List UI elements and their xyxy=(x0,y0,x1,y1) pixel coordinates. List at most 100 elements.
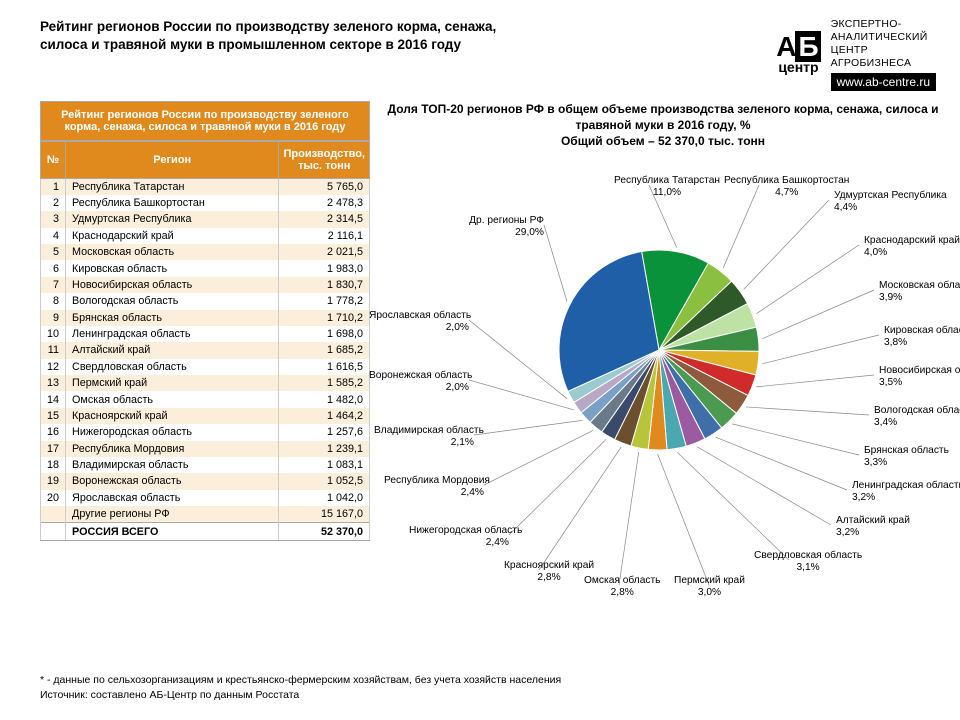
table-row: 17Республика Мордовия1 239,1 xyxy=(41,441,370,457)
pie-label: Омская область2,8% xyxy=(584,575,660,598)
table-row: 5Московская область2 021,5 xyxy=(41,244,370,260)
table-cell: Республика Мордовия xyxy=(66,441,279,457)
table-cell: 17 xyxy=(41,441,66,457)
pie-label: Свердловская область3,1% xyxy=(754,550,862,573)
table-row: 4Краснодарский край2 116,1 xyxy=(41,228,370,244)
logo-ab: АБ xyxy=(776,34,820,59)
table-cell: Вологодская область xyxy=(66,293,279,309)
pie-label: Московская область3,9% xyxy=(879,280,960,303)
table-cell: 2 116,1 xyxy=(279,228,370,244)
table-cell: Алтайский край xyxy=(66,342,279,358)
table-cell: 18 xyxy=(41,457,66,473)
pie-label: Воронежская область2,0% xyxy=(369,370,469,393)
table-cell: 1 482,0 xyxy=(279,391,370,407)
table-cell: 7 xyxy=(41,277,66,293)
pie-label: Республика Башкортостан4,7% xyxy=(724,175,849,198)
page-title: Рейтинг регионов России по производству … xyxy=(40,18,500,54)
table-cell: Воронежская область xyxy=(66,473,279,489)
table-cell: Нижегородская область xyxy=(66,424,279,440)
pie-label: Краснодарский край4,0% xyxy=(864,235,960,258)
pie-label: Брянская область3,3% xyxy=(864,445,949,468)
chart-title: Доля ТОП-20 регионов РФ в общем объеме п… xyxy=(384,101,942,133)
table-col-header: Производство, тыс. тонн xyxy=(279,141,370,178)
table-cell: 2 xyxy=(41,195,66,211)
pie-label: Красноярский край2,8% xyxy=(504,560,594,583)
pie-svg xyxy=(559,250,759,450)
table-cell: 12 xyxy=(41,359,66,375)
table-row: 9Брянская область1 710,2 xyxy=(41,310,370,326)
table-row: 3Удмуртская Республика2 314,5 xyxy=(41,211,370,227)
logo-center-text: центр xyxy=(776,59,820,75)
table-row: 18Владимирская область1 083,1 xyxy=(41,457,370,473)
table-cell: 1 042,0 xyxy=(279,490,370,506)
table-cell: Удмуртская Республика xyxy=(66,211,279,227)
table-cell: 15 167,0 xyxy=(279,506,370,523)
table-cell: 1 616,5 xyxy=(279,359,370,375)
table-cell: 52 370,0 xyxy=(279,523,370,540)
table-cell: 16 xyxy=(41,424,66,440)
table-cell: Красноярский край xyxy=(66,408,279,424)
pie-label: Удмуртская Республика4,4% xyxy=(834,190,947,213)
table-cell: Ленинградская область xyxy=(66,326,279,342)
pie-chart: Доля ТОП-20 регионов РФ в общем объеме п… xyxy=(384,101,942,616)
table-cell: Владимирская область xyxy=(66,457,279,473)
pie-label: Владимирская область2,1% xyxy=(374,425,474,448)
table-cell: Новосибирская область xyxy=(66,277,279,293)
table-cell: 3 xyxy=(41,211,66,227)
pie-label: Нижегородская область2,4% xyxy=(409,525,509,548)
table-cell: Другие регионы РФ xyxy=(66,506,279,523)
table-cell: 1 xyxy=(41,178,66,195)
table-row: 15Красноярский край1 464,2 xyxy=(41,408,370,424)
table-row: 19Воронежская область1 052,5 xyxy=(41,473,370,489)
pie-label: Ярославская область2,0% xyxy=(369,310,469,333)
table-cell: 1 052,5 xyxy=(279,473,370,489)
pie-label: Республика Татарстан11,0% xyxy=(614,175,720,198)
table-col-header: Регион xyxy=(66,141,279,178)
table-cell: РОССИЯ ВСЕГО xyxy=(66,523,279,540)
table-cell: 5 765,0 xyxy=(279,178,370,195)
table-cell: 14 xyxy=(41,391,66,407)
table-col-header: № xyxy=(41,141,66,178)
footnote-asterisk: * - данные по сельхозорганизациям и крес… xyxy=(40,673,561,689)
table-cell: 2 314,5 xyxy=(279,211,370,227)
table-row: 10Ленинградская область1 698,0 xyxy=(41,326,370,342)
table-cell: 13 xyxy=(41,375,66,391)
table-cell: 1 983,0 xyxy=(279,260,370,276)
table-cell: Краснодарский край xyxy=(66,228,279,244)
logo-subtitle: ЭКСПЕРТНО-АНАЛИТИЧЕСКИЙЦЕНТРАГРОБИЗНЕСА xyxy=(831,18,936,71)
pie-label: Ленинградская область3,2% xyxy=(852,480,960,503)
table-cell xyxy=(41,523,66,540)
table-cell: Республика Башкортостан xyxy=(66,195,279,211)
table-cell: 4 xyxy=(41,228,66,244)
table-row: Другие регионы РФ15 167,0 xyxy=(41,506,370,523)
table-cell: Пермский край xyxy=(66,375,279,391)
table-cell: Ярославская область xyxy=(66,490,279,506)
pie-label: Кировская область3,8% xyxy=(884,325,960,348)
table-cell: 1 698,0 xyxy=(279,326,370,342)
table-row: 1Республика Татарстан5 765,0 xyxy=(41,178,370,195)
logo: АБ центр ЭКСПЕРТНО-АНАЛИТИЧЕСКИЙЦЕНТРАГР… xyxy=(776,18,936,91)
table-row: 8Вологодская область1 778,2 xyxy=(41,293,370,309)
table-cell xyxy=(41,506,66,523)
table-cell: 1 464,2 xyxy=(279,408,370,424)
table-cell: 1 239,1 xyxy=(279,441,370,457)
table-cell: Омская область xyxy=(66,391,279,407)
table-row: 20Ярославская область1 042,0 xyxy=(41,490,370,506)
logo-url: www.ab-centre.ru xyxy=(831,73,936,91)
table-cell: 5 xyxy=(41,244,66,260)
table-cell: 1 778,2 xyxy=(279,293,370,309)
table-cell: 6 xyxy=(41,260,66,276)
table-cell: Брянская область xyxy=(66,310,279,326)
table-cell: 9 xyxy=(41,310,66,326)
table-cell: Республика Татарстан xyxy=(66,178,279,195)
pie-label: Республика Мордовия2,4% xyxy=(384,475,484,498)
table-cell: 1 083,1 xyxy=(279,457,370,473)
table-row: 16Нижегородская область1 257,6 xyxy=(41,424,370,440)
table-cell: 20 xyxy=(41,490,66,506)
table-cell: 2 021,5 xyxy=(279,244,370,260)
pie-label: Алтайский край3,2% xyxy=(836,515,910,538)
table-row: 13Пермский край1 585,2 xyxy=(41,375,370,391)
table-cell: Московская область xyxy=(66,244,279,260)
table-row: 2Республика Башкортостан2 478,3 xyxy=(41,195,370,211)
table-cell: 1 585,2 xyxy=(279,375,370,391)
